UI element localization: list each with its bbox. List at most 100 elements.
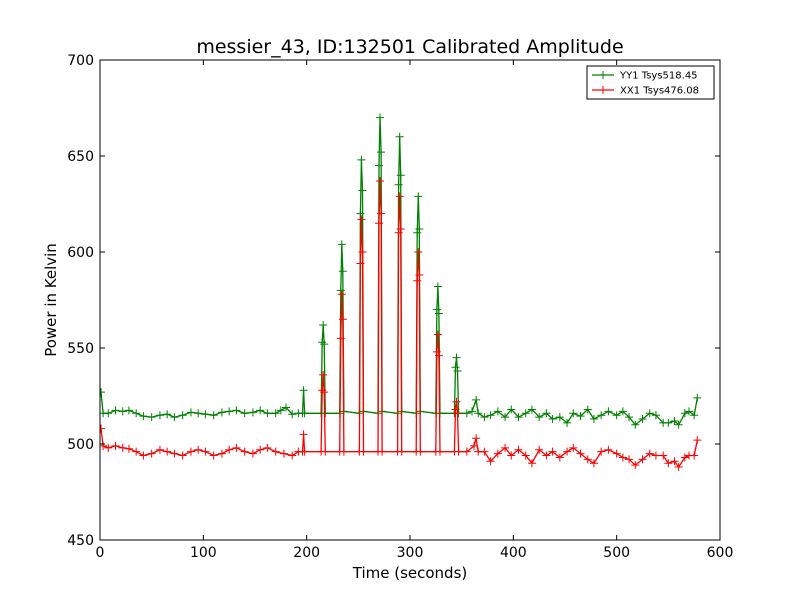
data-point xyxy=(453,367,462,376)
data-point xyxy=(359,447,368,456)
data-point xyxy=(664,418,673,427)
data-point xyxy=(163,410,172,419)
data-point xyxy=(336,286,345,295)
data-point xyxy=(563,447,572,456)
data-point xyxy=(548,415,557,424)
data-point xyxy=(186,447,195,456)
data-point xyxy=(178,451,187,460)
data-point xyxy=(394,228,403,237)
data-point xyxy=(201,447,210,456)
data-point xyxy=(583,405,592,414)
data-point xyxy=(396,224,405,233)
data-point xyxy=(434,309,443,318)
data-point xyxy=(356,259,365,268)
data-point xyxy=(563,418,572,427)
data-point xyxy=(480,447,489,456)
data-point xyxy=(486,457,495,466)
data-point xyxy=(618,453,627,462)
data-point xyxy=(139,412,148,421)
series-line xyxy=(100,117,698,426)
data-point xyxy=(357,215,366,224)
data-point xyxy=(416,447,425,456)
data-point xyxy=(100,424,106,433)
legend-label: YY1 Tsys518.45 xyxy=(619,71,698,82)
data-point xyxy=(337,240,346,249)
data-point xyxy=(320,340,329,349)
data-point xyxy=(104,409,113,418)
y-tick-label: 650 xyxy=(67,149,94,165)
data-point xyxy=(670,416,679,425)
data-point xyxy=(279,449,288,458)
data-point xyxy=(527,459,536,468)
data-point xyxy=(507,405,516,414)
data-point xyxy=(263,443,272,452)
data-point xyxy=(376,176,385,185)
data-point xyxy=(415,271,424,280)
data-point xyxy=(300,409,309,418)
data-point xyxy=(462,447,471,456)
data-point xyxy=(472,395,481,404)
data-point xyxy=(583,455,592,464)
data-point xyxy=(271,447,280,456)
data-point xyxy=(414,248,423,256)
data-point xyxy=(321,447,330,456)
data-point xyxy=(104,443,113,452)
data-point xyxy=(507,451,516,460)
data-point xyxy=(356,209,365,218)
data-point xyxy=(452,353,461,362)
data-point xyxy=(170,413,179,422)
data-point xyxy=(451,363,460,372)
data-point xyxy=(604,445,613,454)
y-tick-label: 700 xyxy=(67,53,94,69)
data-point xyxy=(248,449,257,458)
data-point xyxy=(318,338,327,347)
data-point xyxy=(186,408,195,417)
data-point xyxy=(434,351,443,360)
x-tick-label: 500 xyxy=(603,545,630,561)
legend-label: XX1 Tsys476.08 xyxy=(620,86,699,97)
data-point xyxy=(693,393,702,402)
data-point xyxy=(319,320,328,329)
data-point xyxy=(118,407,127,416)
data-point xyxy=(288,410,297,419)
data-point xyxy=(225,407,234,416)
data-point xyxy=(542,451,551,460)
data-point xyxy=(147,413,156,422)
plot-frame xyxy=(99,59,721,541)
data-point xyxy=(685,407,693,416)
data-point xyxy=(659,451,668,460)
legend-entry: YY1 Tsys518.45 xyxy=(592,71,698,82)
data-point xyxy=(395,132,404,141)
data-point xyxy=(240,409,249,418)
data-point xyxy=(225,445,234,454)
data-point xyxy=(693,436,702,445)
x-axis-label: Time (seconds) xyxy=(352,564,468,582)
data-point xyxy=(413,228,422,237)
data-point xyxy=(521,451,530,460)
x-tick-label: 600 xyxy=(707,545,734,561)
x-tick-label: 200 xyxy=(293,545,320,561)
data-point xyxy=(664,459,673,468)
data-point xyxy=(433,330,442,339)
data-point xyxy=(397,447,406,456)
data-point xyxy=(527,405,536,414)
data-point xyxy=(300,447,309,456)
data-point xyxy=(263,409,272,418)
data-point xyxy=(415,224,424,233)
data-point xyxy=(480,413,489,422)
data-point xyxy=(336,334,345,343)
data-point xyxy=(282,403,290,412)
data-point xyxy=(555,453,564,462)
data-point xyxy=(645,449,654,458)
data-point xyxy=(338,267,347,276)
data-point xyxy=(690,451,699,460)
data-point xyxy=(486,411,495,420)
data-point xyxy=(631,461,640,470)
data-point xyxy=(472,434,481,443)
data-point xyxy=(256,445,265,454)
series-1 xyxy=(100,113,702,429)
data-point xyxy=(248,408,257,417)
data-point xyxy=(452,397,461,406)
data-point xyxy=(451,405,460,414)
data-point xyxy=(357,155,366,164)
